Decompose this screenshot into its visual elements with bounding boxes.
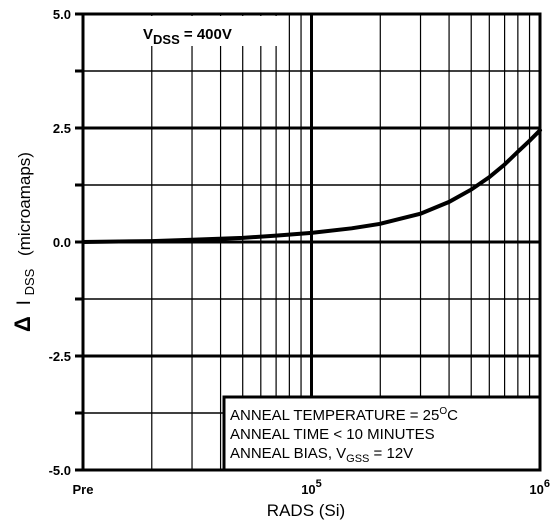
anneal-line: ANNEAL TIME < 10 MINUTES: [230, 426, 435, 443]
x-tick-label: 106: [529, 478, 550, 497]
x-tick-label: Pre: [73, 482, 94, 497]
y-axis-delta: Δ: [10, 316, 35, 332]
anneal-box: ANNEAL TEMPERATURE = 25OC ANNEAL TIME < 1…: [222, 395, 542, 472]
y-tick-label: 2.5: [53, 121, 71, 136]
data-curve: [81, 128, 542, 244]
anneal-line: ANNEAL TEMPERATURE = 25OC: [230, 406, 458, 424]
y-tick-labels: 5.0 2.5 0.0 -2.5 -5.0: [49, 7, 71, 478]
y-axis-i: I: [14, 300, 35, 305]
anneal-box-frame: [222, 395, 542, 472]
vdss-label: VDSS = 400V: [143, 26, 232, 47]
y-tick-label: -2.5: [49, 349, 71, 364]
x-tick-label: 105: [301, 478, 322, 497]
vdss-background: [132, 16, 284, 46]
vdss-annotation: VDSS = 400V: [132, 16, 284, 47]
y-axis-label: Δ I DSS (microamaps): [10, 152, 38, 332]
svg-text:Δ I DSS (mic: Δ I DSS (microamaps): [10, 152, 38, 332]
anneal-line: ANNEAL BIAS, VGSS = 12V: [230, 445, 413, 465]
y-tick-label: -5.0: [49, 463, 71, 478]
x-axis-label: RADS (Si): [267, 501, 345, 520]
y-tick-label: 0.0: [53, 235, 71, 250]
y-tick-label: 5.0: [53, 7, 71, 22]
y-axis-sub: DSS: [22, 268, 37, 295]
y-axis-units: (microamaps): [15, 152, 34, 256]
x-tick-labels: Pre 105 106: [73, 478, 550, 497]
